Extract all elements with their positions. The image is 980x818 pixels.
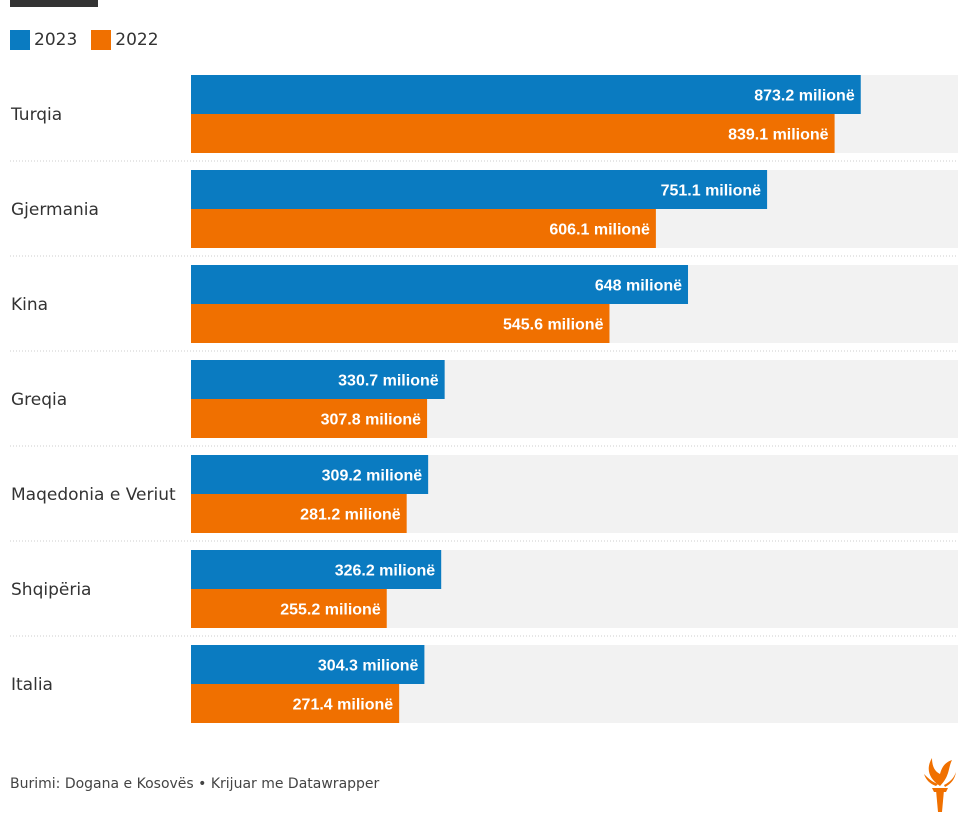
legend-swatch-2023 [10,30,30,50]
bar-2023-maqedonia-e-veriut [191,455,429,494]
data-label-2022-kina: 545.6 milionë [503,317,604,334]
data-label-2022-turqia: 839.1 milionë [728,127,829,144]
category-label-maqedonia-e-veriut: Maqedonia e Veriut [11,485,176,505]
data-label-2023-shqip-ria: 326.2 milionë [335,563,436,580]
category-label-shqip-ria: Shqipëria [11,580,91,600]
category-label-turqia: Turqia [10,105,62,125]
data-label-2023-gjermania: 751.1 milionë [661,183,762,200]
legend-item-2023: 2023 [10,30,77,50]
source-footer: Burimi: Dogana e Kosovës • Krijuar me Da… [10,776,380,792]
data-label-2023-kina: 648 milionë [595,278,682,295]
bar-2023-italia [191,645,425,684]
data-label-2022-greqia: 307.8 milionë [321,412,422,429]
bar-2023-kina [191,265,689,304]
bar-2022-maqedonia-e-veriut [191,494,407,533]
data-label-2022-italia: 271.4 milionë [293,697,394,714]
category-label-gjermania: Gjermania [11,200,99,220]
bar-2023-shqip-ria [191,550,442,589]
legend-item-2022: 2022 [91,30,159,50]
bar-2022-kina [191,304,610,343]
data-label-2023-maqedonia-e-veriut: 309.2 milionë [322,468,423,485]
data-label-2022-maqedonia-e-veriut: 281.2 milionë [300,507,401,524]
data-label-2022-gjermania: 606.1 milionë [549,222,650,239]
bar-2022-gjermania [191,209,656,248]
category-label-greqia: Greqia [11,390,67,410]
torch-logo-icon [924,758,956,812]
legend-label-2023: 2023 [34,30,78,50]
bar-2022-shqip-ria [191,589,387,628]
category-label-italia: Italia [11,675,53,695]
bar-chart: Turqia 873.2 milionë 839.1 milionë Gjermani… [10,75,958,723]
bar-2023-gjermania [191,170,768,209]
bar-2022-greqia [191,399,428,438]
bar-2023-greqia [191,360,445,399]
top-tab [10,0,98,7]
data-label-2023-greqia: 330.7 milionë [338,373,439,390]
data-label-2023-turqia: 873.2 milionë [754,88,855,105]
bar-2022-turqia [191,114,835,153]
legend-label-2022: 2022 [115,30,159,50]
data-label-2023-italia: 304.3 milionë [318,658,419,675]
bar-2023-turqia [191,75,861,114]
category-label-kina: Kina [11,295,48,315]
legend: 2023 2022 [10,30,159,50]
bar-2022-italia [191,684,400,723]
legend-swatch-2022 [91,30,112,50]
data-label-2022-shqip-ria: 255.2 milionë [280,602,381,619]
